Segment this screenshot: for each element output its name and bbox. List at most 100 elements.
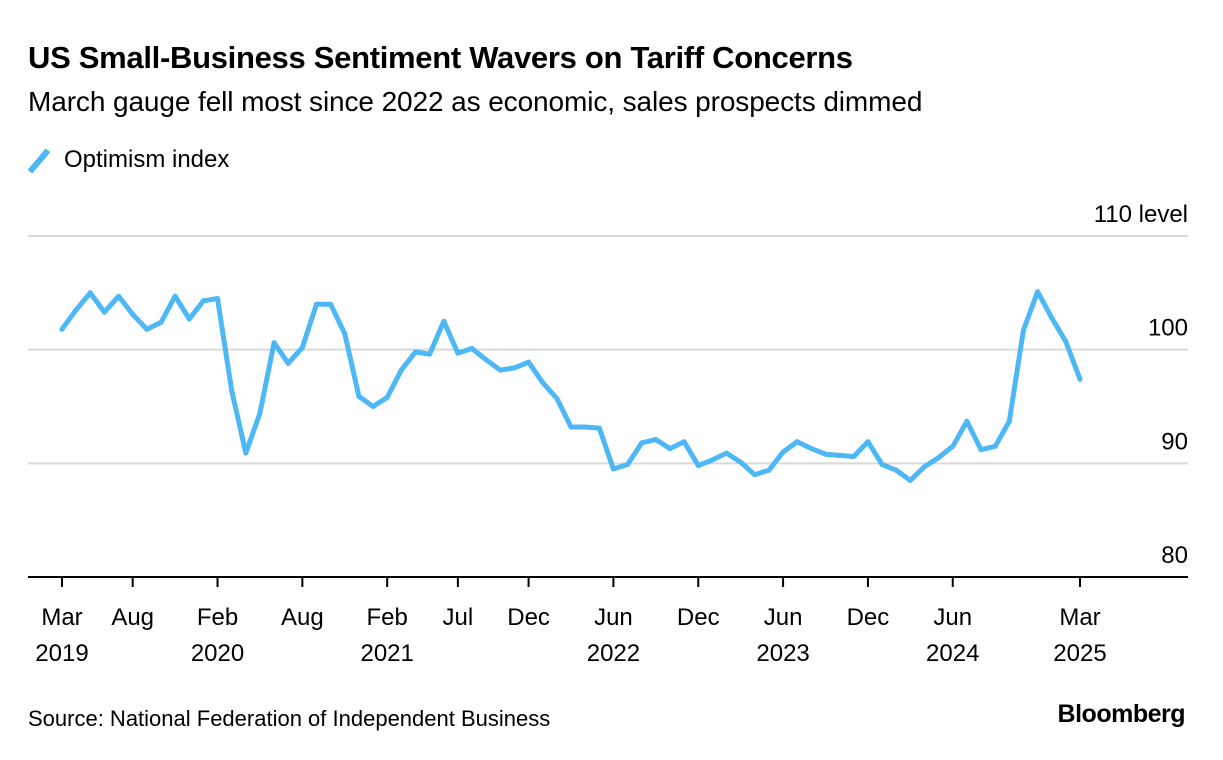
x-tick-label-year: 2024 — [926, 640, 979, 667]
data-point — [1035, 289, 1041, 295]
data-point — [229, 388, 235, 394]
x-tick-label-year: 2020 — [191, 640, 244, 667]
x-tick-label-year: 2023 — [756, 640, 809, 667]
data-point — [554, 396, 560, 401]
data-point — [314, 301, 319, 307]
data-point — [780, 449, 786, 455]
legend: Optimism index — [28, 146, 229, 174]
x-tick-label-month: Mar — [41, 604, 82, 631]
data-point — [738, 459, 744, 465]
data-point — [356, 393, 362, 399]
data-point — [526, 359, 532, 365]
gridlines — [28, 235, 1188, 465]
data-point — [922, 464, 927, 470]
data-point — [469, 346, 475, 351]
x-tick-label-month: Dec — [507, 604, 550, 631]
data-point — [568, 424, 574, 430]
data-point — [1063, 339, 1069, 345]
y-tick-label: 110 level — [1094, 201, 1188, 228]
y-tick-label: 90 — [1161, 428, 1188, 455]
chart-title: US Small-Business Sentiment Wavers on Ta… — [28, 40, 853, 75]
y-axis-labels: 110 level 100 90 80 — [1094, 201, 1188, 569]
data-point — [186, 316, 192, 322]
x-tick-label-month: Feb — [197, 604, 238, 631]
x-tick-label-month: Mar — [1059, 604, 1100, 631]
data-point — [483, 357, 489, 363]
data-point — [752, 472, 758, 478]
data-point — [455, 350, 461, 356]
x-tick-label-month: Aug — [111, 604, 154, 631]
data-point — [950, 443, 956, 449]
data-point — [794, 439, 800, 445]
data-point — [328, 301, 334, 307]
data-point — [639, 440, 645, 446]
data-point — [907, 477, 913, 483]
data-point — [158, 319, 164, 325]
x-tick-label-year: 2019 — [35, 640, 88, 667]
data-point — [59, 326, 65, 332]
data-point — [144, 326, 150, 332]
data-point — [837, 452, 843, 458]
series-group — [59, 289, 1083, 483]
data-point — [992, 443, 998, 449]
x-tick-label-year: 2025 — [1053, 640, 1106, 667]
data-point — [243, 450, 249, 456]
series-line-optimism-index — [59, 289, 1083, 483]
data-point — [893, 467, 899, 473]
data-point — [271, 340, 277, 346]
data-point — [808, 446, 814, 452]
data-point — [978, 447, 984, 453]
data-point — [596, 425, 602, 431]
data-point — [582, 424, 588, 430]
data-point — [936, 455, 942, 461]
data-point — [879, 462, 885, 467]
data-point — [172, 293, 178, 299]
data-point — [398, 367, 404, 373]
data-point — [1020, 327, 1026, 333]
x-axis: Mar 2019 Aug Feb 2020 Aug Feb 2021 Jul Dec Jun 2022… — [28, 576, 1188, 667]
data-point — [215, 296, 220, 301]
data-point — [370, 404, 376, 409]
data-point — [865, 439, 871, 445]
data-point — [116, 293, 122, 299]
data-point — [823, 451, 828, 457]
data-point — [87, 290, 93, 296]
x-tick-label-month: Dec — [847, 604, 890, 631]
data-point — [413, 349, 418, 355]
data-point — [964, 418, 970, 424]
data-point — [1006, 418, 1012, 424]
x-tick-label-month: Feb — [367, 604, 408, 631]
y-tick-label: 100 — [1148, 315, 1188, 342]
data-point — [724, 450, 729, 456]
data-point — [653, 437, 659, 442]
data-point — [427, 351, 433, 357]
data-point — [342, 331, 348, 337]
data-point — [441, 318, 447, 324]
x-tick-label-year: 2021 — [360, 640, 413, 667]
data-point — [667, 446, 673, 452]
x-tick-label-month: Aug — [281, 604, 324, 631]
data-point — [200, 298, 206, 304]
data-point — [1077, 376, 1083, 382]
data-point — [73, 307, 79, 313]
data-point — [695, 463, 701, 469]
source-note: Source: National Federation of Independe… — [28, 706, 551, 731]
data-point — [681, 439, 687, 445]
x-tick-label-month: Jun — [933, 604, 972, 631]
y-tick-label: 80 — [1161, 542, 1188, 569]
data-point — [1049, 315, 1055, 321]
data-point — [625, 462, 631, 467]
bloomberg-logo: Bloomberg — [1057, 700, 1186, 728]
chart-subtitle: March gauge fell most since 2022 as econ… — [28, 86, 923, 117]
data-point — [610, 466, 616, 472]
x-tick-label-year: 2022 — [587, 640, 640, 667]
legend-label: Optimism index — [64, 146, 230, 173]
data-point — [384, 394, 390, 400]
data-point — [285, 360, 291, 366]
data-point — [101, 309, 107, 315]
data-point — [497, 367, 503, 373]
data-point — [130, 311, 136, 317]
data-point — [257, 410, 263, 416]
x-tick-label-month: Jun — [594, 604, 633, 631]
